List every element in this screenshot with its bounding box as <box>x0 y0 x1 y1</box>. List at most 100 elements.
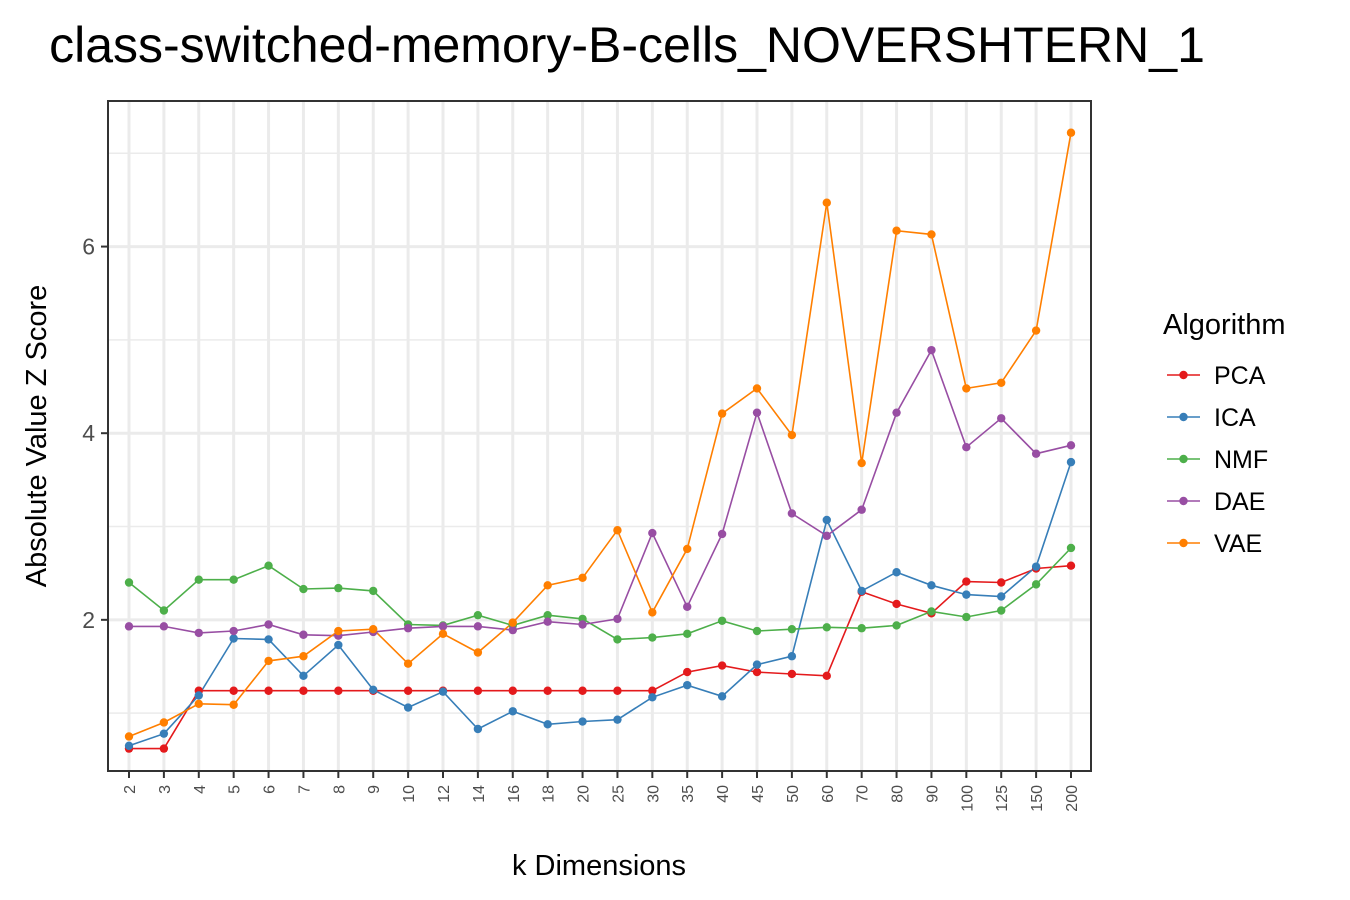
data-point-nmf <box>334 583 343 593</box>
data-point-ica <box>229 634 238 643</box>
data-point-ica <box>438 687 448 696</box>
x-tick-label: 100 <box>959 785 976 812</box>
data-point-pca <box>159 744 169 753</box>
data-point-nmf <box>229 575 238 584</box>
data-point-ica <box>334 640 343 650</box>
legend-item-dae: DAE <box>1167 488 1265 516</box>
data-point-nmf <box>927 607 936 616</box>
x-tick-label: 7 <box>296 785 313 794</box>
data-point-ica <box>787 652 797 661</box>
data-point-nmf <box>997 606 1006 615</box>
series-line-dae <box>129 348 1072 637</box>
series-lines <box>128 132 1072 750</box>
x-tick-label: 200 <box>1064 785 1081 812</box>
x-tick-label: 10 <box>401 785 418 803</box>
data-point-pca <box>543 686 552 695</box>
data-point-vae <box>927 230 936 239</box>
data-point-pca <box>334 686 343 695</box>
data-point-ica <box>1031 562 1041 571</box>
y-tick-label: 4 <box>82 420 95 446</box>
data-point-dae <box>299 630 308 639</box>
data-point-vae <box>578 573 587 583</box>
data-point-ica <box>962 590 971 599</box>
data-point-ica <box>1066 457 1076 467</box>
data-point-ica <box>194 691 203 700</box>
data-point-nmf <box>892 621 901 630</box>
y-axis: 2 4 6 <box>82 234 108 633</box>
data-point-vae <box>787 430 797 440</box>
data-point-nmf <box>857 624 866 633</box>
data-point-dae <box>124 622 134 631</box>
data-point-nmf <box>648 633 657 642</box>
plot-panel <box>107 100 1092 772</box>
data-point-dae <box>683 602 692 611</box>
data-point-pca <box>403 686 413 695</box>
data-point-ica <box>892 568 901 577</box>
data-point-vae <box>717 409 727 418</box>
data-point-dae <box>438 622 448 631</box>
data-point-ica <box>473 724 483 734</box>
data-point-ica <box>613 715 622 724</box>
chart-title: class-switched-memory-B-cells_NOVERSHTER… <box>49 17 1205 73</box>
x-tick-label: 30 <box>645 785 662 803</box>
data-point-nmf <box>159 606 169 615</box>
legend-item-pca: PCA <box>1167 362 1266 390</box>
data-point-pca <box>683 667 692 677</box>
y-axis-title: Absolute Value Z Score <box>21 285 53 588</box>
series-line-ica <box>128 461 1072 747</box>
data-point-nmf <box>613 635 622 644</box>
data-point-dae <box>1031 449 1041 458</box>
data-point-vae <box>159 718 169 727</box>
data-point-ica <box>264 635 273 644</box>
data-point-pca <box>229 686 238 695</box>
data-point-dae <box>997 414 1006 423</box>
data-point-ica <box>717 692 727 701</box>
data-point-ica <box>857 586 866 596</box>
data-point-dae <box>473 622 483 631</box>
data-point-dae <box>403 624 413 633</box>
x-axis: 2 3 4 5 6 7 8 9 10 12 14 16 18 20 25 30 35 40 45 50 60 70 80 90… <box>122 771 1081 812</box>
data-point-dae <box>752 408 762 417</box>
data-point-dae <box>613 614 622 624</box>
x-tick-label: 80 <box>890 785 907 803</box>
series-line-nmf <box>128 547 1072 641</box>
legend-point <box>1179 370 1188 380</box>
data-point-ica <box>578 717 587 726</box>
data-point-dae <box>159 622 169 631</box>
data-point-nmf <box>473 610 483 620</box>
y-tick-label: 6 <box>82 234 95 260</box>
x-tick-label: 4 <box>192 785 209 794</box>
data-point-dae <box>927 345 936 355</box>
legend: Algorithm PCA ICA NMF DAE VAE <box>1163 309 1286 558</box>
data-point-vae <box>892 226 901 235</box>
plot-background <box>108 101 1091 771</box>
x-tick-label: 18 <box>541 785 558 803</box>
data-point-vae <box>648 608 657 617</box>
series-line-pca <box>129 564 1072 750</box>
data-point-nmf <box>194 575 203 584</box>
x-tick-label: 9 <box>366 785 383 794</box>
data-point-dae <box>717 529 727 539</box>
data-point-dae <box>508 625 517 635</box>
data-point-ica <box>927 581 936 590</box>
data-point-nmf <box>1066 543 1076 553</box>
data-point-ica <box>299 671 308 681</box>
legend-item-nmf: NMF <box>1167 446 1268 474</box>
data-point-dae <box>822 531 831 541</box>
data-point-vae <box>403 659 413 668</box>
data-point-ica <box>648 693 657 702</box>
data-point-vae <box>473 648 483 657</box>
data-point-dae <box>1066 441 1076 450</box>
x-tick-label: 16 <box>506 785 523 803</box>
data-point-vae <box>334 626 343 636</box>
data-point-dae <box>194 628 203 638</box>
x-tick-label: 2 <box>122 785 139 794</box>
data-point-pca <box>299 686 308 695</box>
x-tick-label: 12 <box>436 785 453 803</box>
data-point-vae <box>299 652 308 661</box>
data-point-ica <box>822 515 831 525</box>
x-tick-label: 60 <box>820 785 837 803</box>
data-point-pca <box>752 667 762 677</box>
legend-point <box>1179 496 1188 506</box>
